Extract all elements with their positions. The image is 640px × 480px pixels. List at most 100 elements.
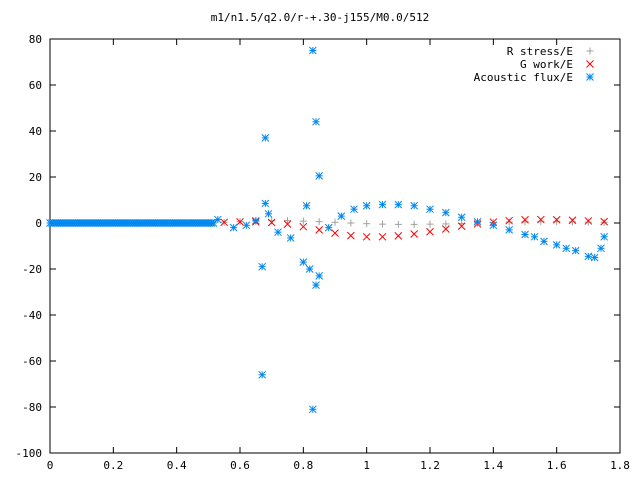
data-point bbox=[213, 215, 222, 224]
data-point bbox=[363, 220, 371, 228]
data-point bbox=[394, 232, 403, 240]
data-point bbox=[315, 272, 324, 280]
y-tick-label: 20 bbox=[29, 171, 42, 184]
y-tick-label: 80 bbox=[29, 33, 42, 46]
x-tick-label: 1.2 bbox=[420, 459, 440, 472]
data-point bbox=[264, 209, 273, 218]
data-point bbox=[530, 232, 539, 241]
data-point bbox=[267, 218, 276, 227]
legend-label: Acoustic flux/E bbox=[474, 71, 573, 84]
y-tick-label: 0 bbox=[35, 217, 42, 230]
data-point bbox=[457, 222, 466, 231]
axis-tick-labels: 0 0.2 0.4 0.6 0.8 1 1.2 1.4 1.6 1.8 80 60 40 20 0 -20 -4… bbox=[16, 33, 630, 472]
y-tick-label: 60 bbox=[29, 79, 42, 92]
data-point bbox=[584, 217, 593, 225]
y-tick-label: -60 bbox=[22, 355, 42, 368]
y-tick-label: 40 bbox=[29, 125, 42, 138]
data-point bbox=[236, 217, 244, 226]
data-point bbox=[308, 46, 317, 55]
data-point bbox=[209, 219, 218, 227]
x-tick-label: 0.4 bbox=[167, 459, 187, 472]
data-point bbox=[426, 227, 434, 236]
data-point bbox=[473, 217, 482, 226]
y-tick-label: -100 bbox=[16, 447, 43, 460]
data-point bbox=[378, 232, 387, 241]
data-point bbox=[362, 201, 371, 210]
data-point bbox=[324, 223, 333, 232]
data-point bbox=[347, 219, 355, 227]
x-tick-label: 1 bbox=[363, 459, 370, 472]
data-point bbox=[536, 215, 545, 224]
data-point bbox=[362, 232, 371, 241]
data-point bbox=[571, 246, 580, 255]
plot-frame bbox=[49, 38, 621, 454]
data-point bbox=[315, 226, 324, 234]
series-2 bbox=[220, 215, 609, 241]
data-point bbox=[286, 234, 295, 242]
data-point bbox=[505, 218, 513, 226]
x-tick-label: 0.6 bbox=[230, 459, 250, 472]
data-point bbox=[505, 226, 514, 234]
acoustic-flux-baseline bbox=[46, 219, 218, 227]
x-tick-label: 1.4 bbox=[483, 459, 503, 472]
legend-marker bbox=[586, 60, 594, 68]
y-tick-label: -40 bbox=[22, 309, 42, 322]
data-point bbox=[312, 117, 320, 126]
data-point bbox=[597, 244, 605, 253]
data-point bbox=[305, 265, 314, 273]
x-tick-label: 0 bbox=[47, 459, 54, 472]
data-point bbox=[590, 253, 599, 262]
data-point bbox=[242, 221, 251, 230]
data-point bbox=[394, 200, 403, 209]
data-point bbox=[552, 215, 561, 224]
data-point bbox=[457, 213, 466, 222]
data-point bbox=[584, 252, 593, 261]
data-point bbox=[378, 200, 387, 209]
legend-label: G work/E bbox=[520, 58, 573, 71]
data-point bbox=[261, 134, 270, 142]
data-point bbox=[540, 237, 548, 246]
data-point bbox=[489, 221, 498, 230]
data-point bbox=[600, 217, 609, 226]
y-tick-label: -80 bbox=[22, 401, 42, 414]
x-tick-label: 0.8 bbox=[293, 459, 313, 472]
data-point bbox=[312, 281, 320, 289]
axis-ticks bbox=[49, 38, 621, 454]
data-point bbox=[331, 218, 339, 226]
data-point bbox=[569, 218, 576, 226]
data-point bbox=[302, 201, 311, 210]
data-point bbox=[261, 199, 270, 208]
x-tick-label: 1.8 bbox=[610, 459, 630, 472]
data-point bbox=[315, 171, 324, 180]
data-points bbox=[46, 46, 609, 414]
data-point bbox=[229, 223, 238, 232]
data-point bbox=[600, 232, 609, 241]
data-point bbox=[568, 216, 577, 225]
data-point bbox=[410, 230, 419, 238]
data-point bbox=[274, 228, 282, 237]
data-point bbox=[441, 225, 450, 233]
data-point bbox=[426, 205, 434, 214]
data-point bbox=[337, 212, 346, 220]
data-point bbox=[505, 216, 514, 225]
x-tick-label: 0.2 bbox=[103, 459, 123, 472]
data-point bbox=[315, 218, 323, 226]
data-point bbox=[346, 231, 355, 240]
data-point bbox=[299, 258, 308, 266]
data-point bbox=[284, 217, 291, 225]
data-point bbox=[379, 220, 386, 228]
chart-title: m1/n1.5/q2.0/r-+.30-j155/M0.0/512 bbox=[211, 11, 430, 24]
data-point bbox=[350, 205, 358, 214]
legend-marker bbox=[586, 73, 594, 81]
data-point bbox=[584, 218, 592, 226]
data-point bbox=[283, 220, 292, 229]
data-point bbox=[299, 217, 307, 225]
data-point bbox=[220, 218, 229, 227]
series-3 bbox=[213, 46, 609, 414]
data-point bbox=[552, 240, 561, 249]
data-point bbox=[308, 405, 317, 414]
data-point bbox=[299, 222, 308, 231]
data-point bbox=[258, 262, 267, 271]
